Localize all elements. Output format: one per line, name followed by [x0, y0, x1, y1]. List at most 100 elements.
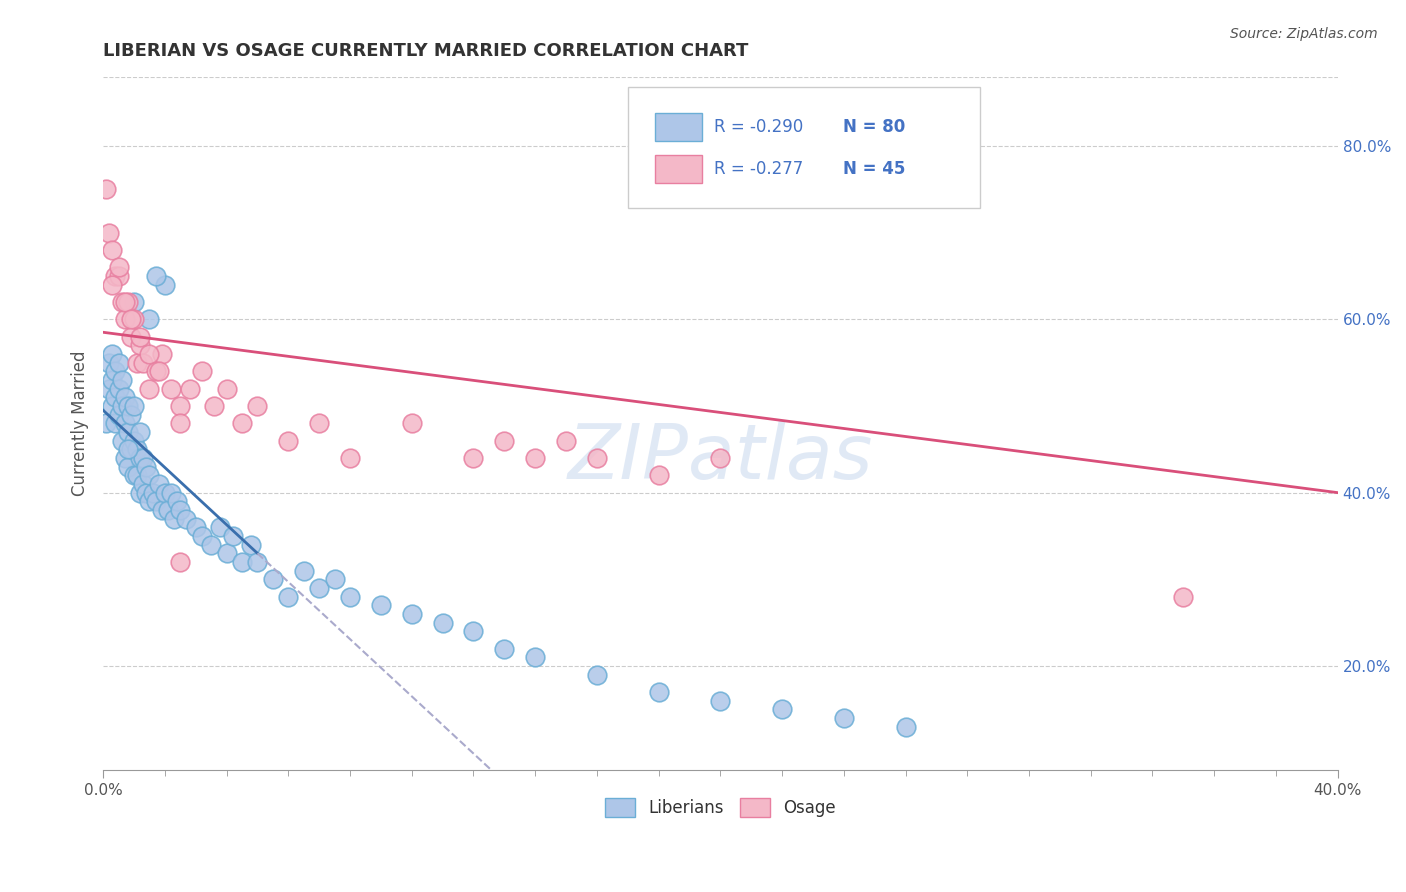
Point: [202, 399, 225, 413]
Point: [98, 356, 121, 370]
Point: [339, 590, 361, 604]
Y-axis label: Currently Married: Currently Married: [72, 351, 89, 496]
Point: [101, 277, 124, 292]
Point: [129, 329, 152, 343]
Point: [494, 434, 516, 448]
Point: [101, 399, 124, 413]
Text: LIBERIAN VS OSAGE CURRENTLY MARRIED CORRELATION CHART: LIBERIAN VS OSAGE CURRENTLY MARRIED CORR…: [103, 42, 748, 60]
Point: [135, 485, 157, 500]
Text: R = -0.290: R = -0.290: [714, 119, 803, 136]
Point: [98, 226, 121, 240]
Point: [200, 538, 222, 552]
Point: [153, 277, 176, 292]
Point: [586, 667, 609, 681]
Point: [132, 450, 155, 465]
Point: [770, 702, 793, 716]
Point: [432, 615, 454, 630]
Text: ZIPatlas: ZIPatlas: [568, 421, 873, 495]
Point: [135, 459, 157, 474]
Point: [132, 356, 155, 370]
Point: [524, 450, 547, 465]
Point: [308, 581, 330, 595]
Point: [148, 477, 170, 491]
Point: [184, 520, 207, 534]
Point: [246, 399, 269, 413]
Point: [129, 338, 152, 352]
Point: [104, 417, 127, 431]
Point: [104, 390, 127, 404]
Point: [101, 243, 124, 257]
Point: [308, 417, 330, 431]
Point: [117, 459, 139, 474]
Point: [524, 650, 547, 665]
Point: [122, 434, 145, 448]
Point: [277, 590, 299, 604]
Point: [150, 503, 173, 517]
Point: [104, 268, 127, 283]
Point: [145, 364, 167, 378]
Point: [114, 450, 136, 465]
Point: [277, 434, 299, 448]
Point: [129, 425, 152, 439]
Point: [463, 624, 485, 639]
Point: [138, 494, 160, 508]
Point: [114, 417, 136, 431]
Point: [647, 468, 669, 483]
Point: [111, 373, 134, 387]
Point: [138, 312, 160, 326]
Point: [101, 347, 124, 361]
Point: [555, 434, 578, 448]
Point: [114, 312, 136, 326]
Point: [138, 347, 160, 361]
Point: [169, 555, 191, 569]
Point: [104, 364, 127, 378]
FancyBboxPatch shape: [655, 113, 702, 141]
Point: [107, 356, 129, 370]
Point: [169, 417, 191, 431]
Point: [138, 382, 160, 396]
Point: [231, 555, 253, 569]
Point: [191, 364, 214, 378]
Point: [169, 503, 191, 517]
Point: [292, 564, 315, 578]
Point: [163, 511, 186, 525]
Text: R = -0.277: R = -0.277: [714, 160, 803, 178]
Point: [125, 356, 148, 370]
Point: [122, 399, 145, 413]
Point: [117, 442, 139, 457]
Point: [339, 450, 361, 465]
Point: [125, 442, 148, 457]
Point: [107, 382, 129, 396]
Point: [114, 390, 136, 404]
Point: [176, 511, 198, 525]
Point: [222, 529, 245, 543]
Point: [145, 268, 167, 283]
Point: [832, 711, 855, 725]
Point: [122, 468, 145, 483]
Point: [166, 494, 188, 508]
Point: [138, 468, 160, 483]
Point: [98, 382, 121, 396]
Point: [401, 417, 423, 431]
Text: N = 45: N = 45: [844, 160, 905, 178]
Text: N = 80: N = 80: [844, 119, 905, 136]
Point: [120, 408, 142, 422]
Point: [122, 312, 145, 326]
Point: [114, 295, 136, 310]
Point: [160, 382, 183, 396]
Point: [96, 417, 118, 431]
Point: [145, 494, 167, 508]
Point: [120, 442, 142, 457]
Point: [150, 347, 173, 361]
Point: [215, 382, 238, 396]
Point: [141, 485, 163, 500]
Point: [1173, 590, 1195, 604]
Point: [107, 408, 129, 422]
Point: [111, 434, 134, 448]
Point: [209, 520, 232, 534]
Point: [494, 641, 516, 656]
FancyBboxPatch shape: [628, 87, 980, 209]
Point: [107, 260, 129, 275]
Point: [586, 450, 609, 465]
Point: [709, 450, 731, 465]
